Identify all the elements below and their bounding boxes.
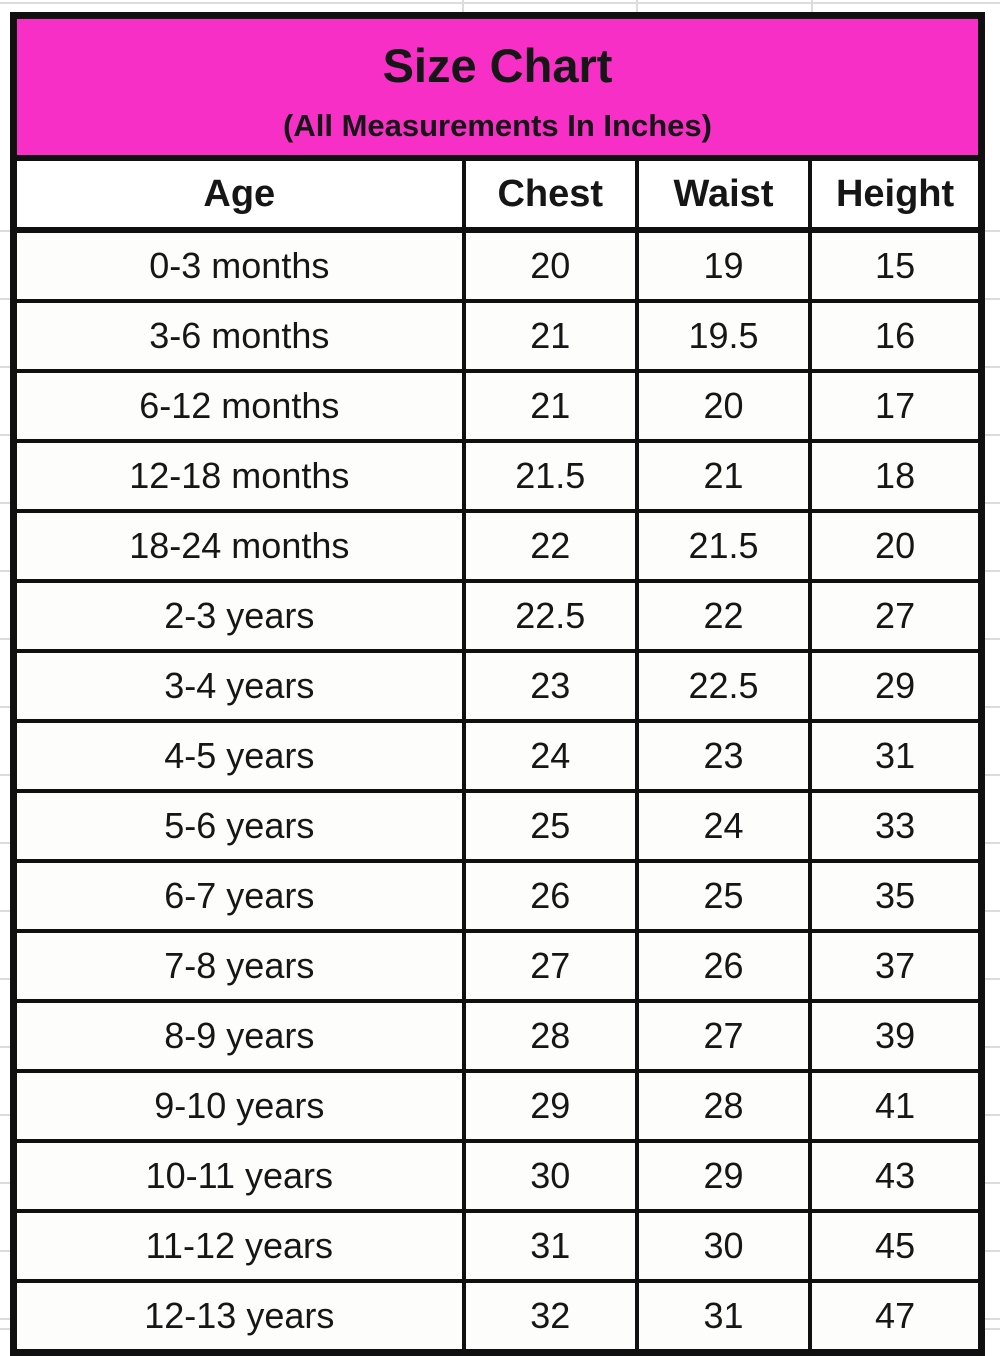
chest-cell: 28 — [461, 999, 639, 1073]
waist-cell: 22.5 — [634, 649, 813, 723]
age-cell: 18-24 months — [11, 509, 466, 583]
height-cell: 20 — [808, 509, 984, 583]
waist-cell: 19.5 — [634, 299, 813, 373]
column-header-chest: Chest — [461, 156, 639, 233]
table-row: 11-12 years 31 30 45 — [11, 1209, 984, 1283]
table-row: 6-7 years 26 25 35 — [11, 859, 984, 933]
chest-cell: 24 — [461, 719, 639, 793]
title-band: Size Chart (All Measurements In Inches) — [11, 13, 984, 161]
waist-cell: 24 — [634, 789, 813, 863]
table-row: 4-5 years 24 23 31 — [11, 719, 984, 793]
age-cell: 3-6 months — [11, 299, 466, 373]
table-row: 3-4 years 23 22.5 29 — [11, 649, 984, 723]
table-row: 12-13 years 32 31 47 — [11, 1279, 984, 1355]
age-cell: 8-9 years — [11, 999, 466, 1073]
chest-cell: 22.5 — [461, 579, 639, 653]
age-cell: 0-3 months — [11, 228, 466, 303]
chest-cell: 20 — [461, 228, 639, 303]
height-cell: 41 — [808, 1069, 984, 1143]
height-cell: 17 — [808, 369, 984, 443]
age-cell: 10-11 years — [11, 1139, 466, 1213]
waist-cell: 30 — [634, 1209, 813, 1283]
chest-cell: 22 — [461, 509, 639, 583]
column-header-age: Age — [11, 156, 466, 233]
table-row: 3-6 months 21 19.5 16 — [11, 299, 984, 373]
chest-cell: 23 — [461, 649, 639, 723]
chest-cell: 29 — [461, 1069, 639, 1143]
waist-cell: 31 — [634, 1279, 813, 1355]
waist-cell: 26 — [634, 929, 813, 1003]
age-cell: 2-3 years — [11, 579, 466, 653]
age-cell: 3-4 years — [11, 649, 466, 723]
chest-cell: 32 — [461, 1279, 639, 1355]
age-cell: 11-12 years — [11, 1209, 466, 1283]
chest-cell: 21.5 — [461, 439, 639, 513]
age-cell: 6-12 months — [11, 369, 466, 443]
waist-cell: 27 — [634, 999, 813, 1073]
table-row: 9-10 years 29 28 41 — [11, 1069, 984, 1143]
age-cell: 6-7 years — [11, 859, 466, 933]
height-cell: 27 — [808, 579, 984, 653]
waist-cell: 19 — [634, 228, 813, 303]
waist-cell: 25 — [634, 859, 813, 933]
chart-title: Size Chart — [382, 39, 613, 93]
chest-cell: 21 — [461, 299, 639, 373]
table-row: 12-18 months 21.5 21 18 — [11, 439, 984, 513]
size-chart-table: Size Chart (All Measurements In Inches) … — [10, 12, 985, 1356]
height-cell: 43 — [808, 1139, 984, 1213]
height-cell: 29 — [808, 649, 984, 723]
table-row: 6-12 months 21 20 17 — [11, 369, 984, 443]
age-cell: 5-6 years — [11, 789, 466, 863]
chest-cell: 30 — [461, 1139, 639, 1213]
age-cell: 4-5 years — [11, 719, 466, 793]
table-row: 0-3 months 20 19 15 — [11, 228, 984, 303]
table-row: 10-11 years 30 29 43 — [11, 1139, 984, 1213]
chart-subtitle: (All Measurements In Inches) — [283, 107, 712, 143]
height-cell: 18 — [808, 439, 984, 513]
age-cell: 12-18 months — [11, 439, 466, 513]
waist-cell: 22 — [634, 579, 813, 653]
table-row: 18-24 months 22 21.5 20 — [11, 509, 984, 583]
waist-cell: 20 — [634, 369, 813, 443]
table-body: 0-3 months 20 19 15 3-6 months 21 19.5 16 6-12 m… — [11, 228, 984, 1355]
column-header-waist: Waist — [634, 156, 813, 233]
height-cell: 15 — [808, 228, 984, 303]
table-header-row: Age Chest Waist Height — [11, 156, 984, 233]
height-cell: 47 — [808, 1279, 984, 1355]
table-row: 2-3 years 22.5 22 27 — [11, 579, 984, 653]
chest-cell: 21 — [461, 369, 639, 443]
table-row: 7-8 years 27 26 37 — [11, 929, 984, 1003]
height-cell: 31 — [808, 719, 984, 793]
height-cell: 33 — [808, 789, 984, 863]
chest-cell: 31 — [461, 1209, 639, 1283]
waist-cell: 29 — [634, 1139, 813, 1213]
waist-cell: 21 — [634, 439, 813, 513]
height-cell: 16 — [808, 299, 984, 373]
height-cell: 35 — [808, 859, 984, 933]
table-row: 5-6 years 25 24 33 — [11, 789, 984, 863]
waist-cell: 21.5 — [634, 509, 813, 583]
height-cell: 37 — [808, 929, 984, 1003]
waist-cell: 23 — [634, 719, 813, 793]
column-header-height: Height — [808, 156, 984, 233]
gridline-horizontal-top — [0, 2, 1000, 4]
table-row: 8-9 years 28 27 39 — [11, 999, 984, 1073]
age-cell: 9-10 years — [11, 1069, 466, 1143]
title-row: Size Chart (All Measurements In Inches) — [11, 13, 984, 161]
chest-cell: 26 — [461, 859, 639, 933]
height-cell: 39 — [808, 999, 984, 1073]
age-cell: 12-13 years — [11, 1279, 466, 1355]
waist-cell: 28 — [634, 1069, 813, 1143]
chest-cell: 27 — [461, 929, 639, 1003]
age-cell: 7-8 years — [11, 929, 466, 1003]
height-cell: 45 — [808, 1209, 984, 1283]
chest-cell: 25 — [461, 789, 639, 863]
